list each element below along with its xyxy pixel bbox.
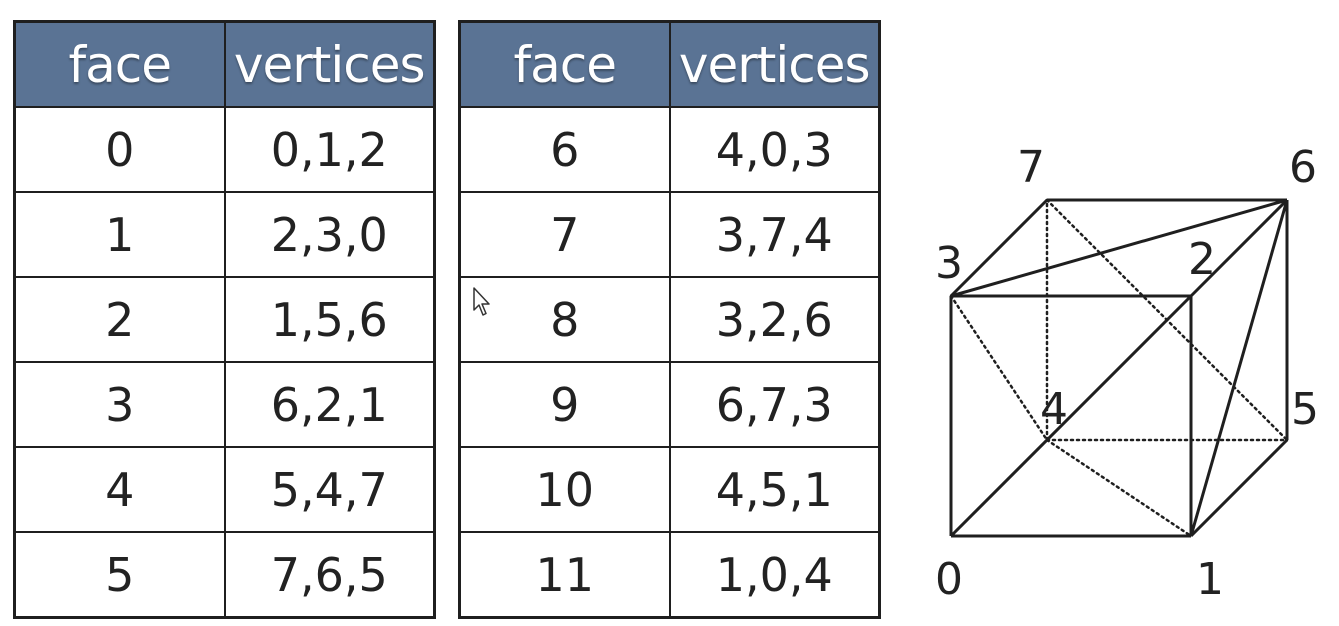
table-row: 4 5,4,7 bbox=[13, 446, 436, 533]
vertex-label-7: 7 bbox=[1017, 142, 1045, 193]
faces-table-right: face vertices 6 4,0,3 7 3,7,4 8 3,2,6 9 … bbox=[458, 20, 881, 619]
vertex-label-2: 2 bbox=[1188, 234, 1216, 285]
vertices-cell: 6,7,3 bbox=[668, 361, 881, 448]
face-cell: 10 bbox=[458, 446, 671, 533]
vertex-label-1: 1 bbox=[1196, 554, 1224, 605]
vertices-cell: 4,0,3 bbox=[668, 106, 881, 193]
edge-6-2 bbox=[1189, 198, 1289, 298]
table-row: 1 2,3,0 bbox=[13, 191, 436, 278]
vertices-cell: 3,7,4 bbox=[668, 191, 881, 278]
hidden-diagonal-3-4 bbox=[949, 294, 1049, 442]
face-cell: 4 bbox=[13, 446, 226, 533]
edge-1-5 bbox=[1189, 438, 1289, 538]
table-row: 11 1,0,4 bbox=[458, 531, 881, 619]
face-cell: 9 bbox=[458, 361, 671, 448]
table-row: 7 3,7,4 bbox=[458, 191, 881, 278]
vertices-column-header: vertices bbox=[223, 20, 436, 108]
face-cell: 5 bbox=[13, 531, 226, 619]
table-header-row: face vertices bbox=[458, 20, 881, 108]
diagonal-3-6 bbox=[950, 198, 1288, 298]
face-column-header: face bbox=[13, 20, 226, 108]
vertices-cell: 6,2,1 bbox=[223, 361, 436, 448]
vertex-label-5: 5 bbox=[1291, 384, 1319, 435]
vertex-label-4: 4 bbox=[1040, 384, 1068, 435]
vertices-cell: 2,3,0 bbox=[223, 191, 436, 278]
vertex-label-6: 6 bbox=[1289, 142, 1317, 193]
face-cell: 3 bbox=[13, 361, 226, 448]
table-row: 0 0,1,2 bbox=[13, 106, 436, 193]
vertices-cell: 4,5,1 bbox=[668, 446, 881, 533]
face-cell: 7 bbox=[458, 191, 671, 278]
table-row: 2 1,5,6 bbox=[13, 276, 436, 363]
table-row: 10 4,5,1 bbox=[458, 446, 881, 533]
vertices-cell: 1,0,4 bbox=[668, 531, 881, 619]
diagonal-0-2 bbox=[949, 294, 1193, 538]
vertices-column-header: vertices bbox=[668, 20, 881, 108]
cube-edges bbox=[949, 198, 1289, 538]
table-row: 3 6,2,1 bbox=[13, 361, 436, 448]
face-cell: 11 bbox=[458, 531, 671, 619]
cube-vertex-labels: 0 1 2 3 4 5 6 7 bbox=[935, 142, 1319, 605]
face-column-header: face bbox=[458, 20, 671, 108]
face-cell: 1 bbox=[13, 191, 226, 278]
vertices-cell: 5,4,7 bbox=[223, 446, 436, 533]
table-row: 5 7,6,5 bbox=[13, 531, 436, 619]
arrow-cursor-icon bbox=[473, 287, 490, 316]
face-cell: 0 bbox=[13, 106, 226, 193]
vertex-label-3: 3 bbox=[935, 238, 963, 289]
face-cell: 8 bbox=[458, 276, 671, 363]
vertices-cell: 0,1,2 bbox=[223, 106, 436, 193]
diagonal-1-6 bbox=[1189, 199, 1289, 537]
vertices-cell: 1,5,6 bbox=[223, 276, 436, 363]
vertex-label-0: 0 bbox=[935, 554, 963, 605]
cube-diagram: 0 1 2 3 4 5 6 7 bbox=[935, 142, 1319, 605]
vertices-cell: 3,2,6 bbox=[668, 276, 881, 363]
table-header-row: face vertices bbox=[13, 20, 436, 108]
face-cell: 6 bbox=[458, 106, 671, 193]
table-row: 8 3,2,6 bbox=[458, 276, 881, 363]
table-row: 9 6,7,3 bbox=[458, 361, 881, 448]
table-row: 6 4,0,3 bbox=[458, 106, 881, 193]
face-cell: 2 bbox=[13, 276, 226, 363]
edge-7-3 bbox=[949, 198, 1049, 298]
hidden-diagonal-4-1 bbox=[1045, 438, 1193, 538]
vertices-cell: 7,6,5 bbox=[223, 531, 436, 619]
faces-table-left: face vertices 0 0,1,2 1 2,3,0 2 1,5,6 3 … bbox=[13, 20, 436, 619]
